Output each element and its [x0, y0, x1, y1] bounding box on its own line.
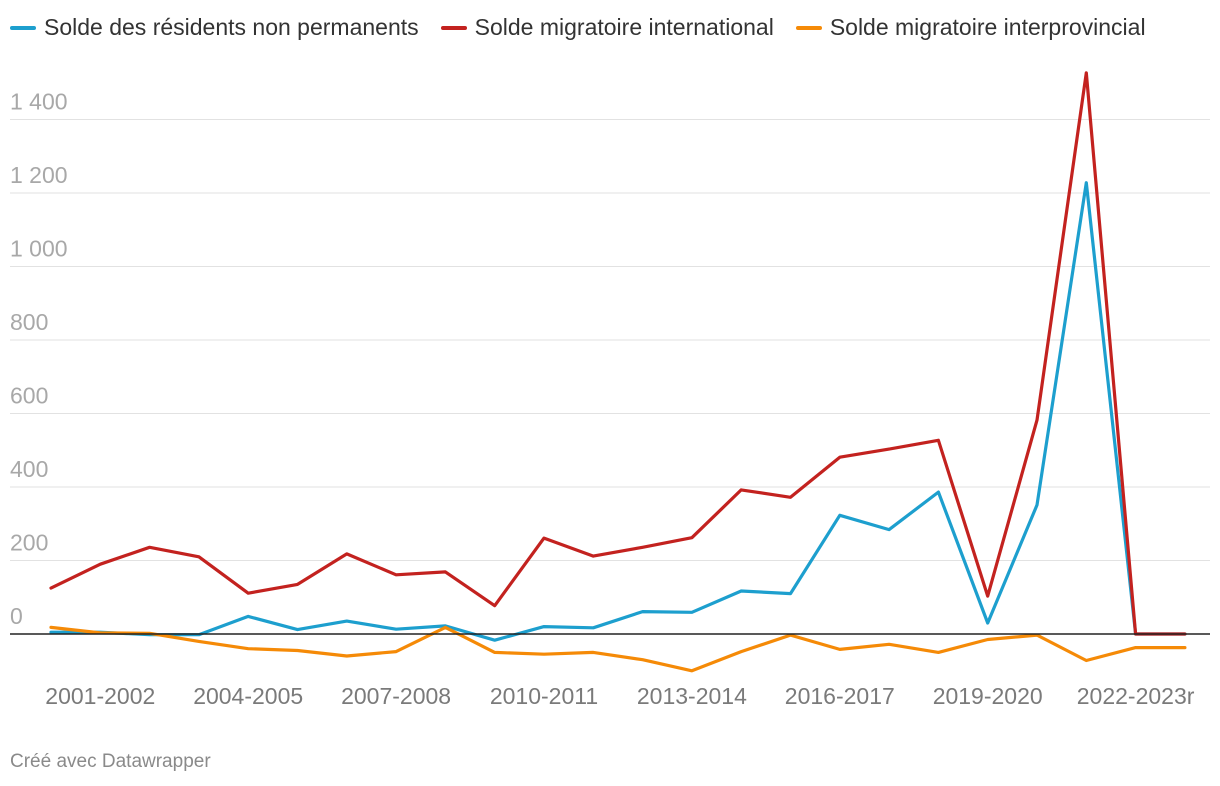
- x-tick-label: 2019-2020: [933, 683, 1043, 709]
- x-tick-label: 2016-2017: [785, 683, 895, 709]
- legend-swatch: [440, 25, 467, 30]
- y-tick-label: 1 200: [10, 162, 68, 188]
- legend-swatch: [10, 25, 36, 30]
- series-lines: [49, 71, 1187, 673]
- y-tick-label: 0: [10, 603, 23, 629]
- x-tick-label: 2004-2005: [193, 683, 303, 709]
- legend-label: Solde des résidents non permanents: [44, 14, 419, 40]
- legend-label: Solde migratoire international: [474, 14, 774, 40]
- x-tick-label: 2013-2014: [637, 683, 747, 709]
- legend-item-international: Solde migratoire international: [440, 14, 774, 41]
- x-tick-label: 2007-2008: [341, 683, 451, 709]
- series-line-1: [49, 181, 1187, 642]
- legend-item-non-permanent-residents: Solde des résidents non permanents: [10, 14, 419, 41]
- y-tick-label: 200: [10, 530, 48, 556]
- x-tick-label: 2001-2002: [45, 683, 155, 709]
- gridlines: [10, 119, 1210, 561]
- x-tick-label: 2022-2023r: [1077, 683, 1195, 709]
- x-axis-ticks: 2001-2002 2004-2005 2007-2008 2010-2011 2013…: [45, 683, 1194, 709]
- y-tick-label: 600: [10, 383, 48, 409]
- y-axis-ticks: 0 200 400 600 800 1 000 1 200 1 400: [10, 89, 68, 630]
- y-tick-label: 800: [10, 309, 48, 335]
- legend-item-interprovincial: Solde migratoire interprovincial: [795, 14, 1146, 41]
- series-line-2: [49, 71, 1187, 636]
- legend-label: Solde migratoire interprovincial: [829, 14, 1146, 40]
- series-line-3: [49, 625, 1187, 673]
- y-tick-label: 1 000: [10, 236, 68, 262]
- y-tick-label: 1 400: [10, 89, 68, 115]
- footer-credit: Créé avec Datawrapper: [10, 751, 211, 772]
- y-tick-label: 400: [10, 456, 48, 482]
- x-tick-label: 2010-2011: [490, 683, 598, 709]
- chart-legend: Solde des résidents non permanents Solde…: [10, 14, 1146, 41]
- legend-swatch: [795, 25, 822, 30]
